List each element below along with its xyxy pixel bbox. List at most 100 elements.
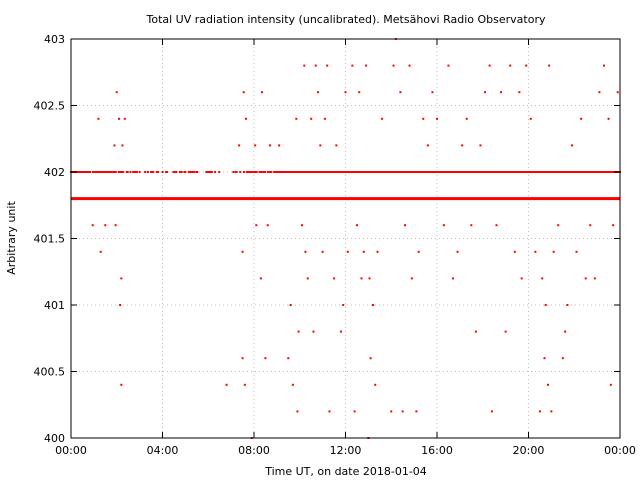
data-point <box>422 117 425 120</box>
data-point <box>110 171 113 173</box>
data-point <box>546 383 549 386</box>
data-point <box>113 171 116 173</box>
data-point <box>114 171 117 173</box>
data-point <box>104 171 107 173</box>
data-point <box>261 91 264 94</box>
axis-ticks: 00:00 04:00 08:00 12:00 16:00 20:00 00:0040040… <box>34 33 636 457</box>
data-point <box>374 383 377 386</box>
data-point <box>431 91 434 94</box>
data-point <box>195 171 198 173</box>
data-point <box>566 304 569 306</box>
data-point <box>242 171 245 173</box>
data-point <box>266 171 269 173</box>
data-point <box>342 304 345 306</box>
data-point <box>232 171 235 173</box>
data-point <box>88 171 91 173</box>
data-point <box>529 117 532 120</box>
data-point <box>138 171 141 173</box>
data-point <box>255 224 258 227</box>
data-point <box>133 171 136 173</box>
data-point <box>399 91 402 94</box>
data-point <box>518 91 521 94</box>
data-point <box>580 117 583 120</box>
data-point <box>335 144 338 147</box>
data-point <box>238 144 241 147</box>
x-tick-label: 20:00 <box>513 444 545 457</box>
chart-title: Total UV radiation intensity (uncalibrat… <box>146 13 546 26</box>
data-point <box>243 383 246 386</box>
data-point <box>250 171 253 173</box>
y-tick-label: 403 <box>44 33 65 46</box>
data-point <box>189 171 192 173</box>
data-point <box>543 357 546 360</box>
data-point <box>113 144 116 147</box>
data-point <box>310 117 313 120</box>
data-point <box>541 277 544 280</box>
data-point <box>304 250 307 253</box>
data-point <box>317 91 320 94</box>
data-point <box>390 410 393 413</box>
data-point <box>360 277 363 280</box>
data-point <box>328 410 331 413</box>
x-tick-label: 08:00 <box>238 444 270 457</box>
data-point <box>557 224 560 227</box>
data-point <box>180 171 183 173</box>
data-point <box>269 144 272 147</box>
data-point <box>365 64 368 67</box>
data-point <box>312 330 315 333</box>
data-point <box>218 171 221 173</box>
data-point <box>607 117 610 120</box>
data-point <box>146 171 149 173</box>
data-point <box>175 171 178 173</box>
data-point <box>415 410 418 413</box>
plot-frame <box>70 38 621 439</box>
data-point <box>178 171 181 173</box>
data-point <box>593 277 596 280</box>
data-point <box>99 171 102 173</box>
data-point <box>295 117 298 120</box>
x-tick-label: 16:00 <box>421 444 453 457</box>
data-point <box>114 224 117 227</box>
data-point <box>570 144 573 147</box>
data-point <box>461 144 464 147</box>
data-point <box>115 91 118 94</box>
data-point <box>83 171 86 173</box>
x-tick-label: 12:00 <box>330 444 362 457</box>
data-point <box>436 117 438 120</box>
data-point <box>344 91 347 94</box>
data-point <box>474 330 477 333</box>
data-point <box>408 64 411 67</box>
grid-lines <box>71 39 620 438</box>
data-point <box>255 171 258 173</box>
data-point <box>102 171 105 173</box>
data-point <box>123 117 126 120</box>
data-point <box>150 171 153 173</box>
data-point <box>490 410 493 413</box>
data-point <box>426 144 429 147</box>
data-point <box>303 64 306 67</box>
data-point <box>297 330 300 333</box>
data-point <box>564 330 567 333</box>
data-point <box>96 171 99 173</box>
data-point <box>479 144 482 147</box>
data-point <box>314 64 317 67</box>
data-point <box>283 171 286 173</box>
data-point <box>119 304 122 306</box>
data-point <box>306 277 309 280</box>
data-point <box>385 171 388 173</box>
data-point <box>289 304 292 306</box>
data-point <box>353 410 356 413</box>
data-point <box>241 357 244 360</box>
data-point <box>207 171 210 173</box>
data-point <box>369 357 372 360</box>
data-point <box>381 117 384 120</box>
data-point <box>410 277 413 280</box>
data-point <box>262 171 265 173</box>
data-point <box>191 171 194 173</box>
data-point <box>259 277 262 280</box>
data-point <box>108 171 111 173</box>
data-point <box>161 171 164 173</box>
data-point <box>260 171 263 173</box>
data-point <box>358 91 361 94</box>
data-point <box>270 171 273 173</box>
